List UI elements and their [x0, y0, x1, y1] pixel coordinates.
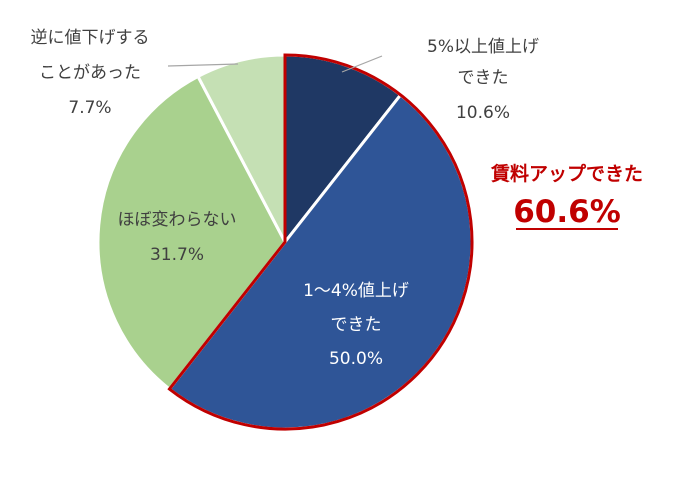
- slice-label-1-4pct-up: 1～4%値上げ できた 50.0%: [303, 281, 409, 369]
- slice-value-label: 31.7%: [150, 245, 204, 265]
- slice-value-label: 50.0%: [329, 349, 383, 369]
- callout-title: 賃料アップできた: [490, 162, 643, 185]
- pie-slices: [96, 53, 474, 431]
- leader-line-slice-0: [341, 55, 383, 73]
- slice-label-line: できた: [458, 68, 509, 88]
- slice-value-label: 7.7%: [68, 98, 111, 118]
- slice-label-5pct-up: 5%以上値上げ できた 10.6%: [427, 37, 539, 123]
- slice-value-label: 10.6%: [456, 103, 510, 123]
- slice-label-line: ほぼ変わらない: [118, 210, 237, 230]
- raised-rent-callout: 賃料アップできた 60.6%: [490, 162, 643, 230]
- leader-line-slice-3: [167, 63, 239, 67]
- leader-lines: [167, 55, 383, 73]
- callout-value: 60.6%: [513, 194, 621, 230]
- slice-label-line: 逆に値下げする: [31, 28, 150, 48]
- slice-label-line: 1～4%値上げ: [303, 281, 409, 301]
- slice-label-line: できた: [331, 315, 382, 335]
- slice-label-line: ことがあった: [39, 63, 141, 83]
- slice-label-decreased: 逆に値下げする ことがあった 7.7%: [31, 28, 150, 118]
- raised-rent-highlight-outline: [167, 53, 474, 431]
- slice-label-line: 5%以上値上げ: [427, 37, 539, 57]
- slice-label-unchanged: ほぼ変わらない 31.7%: [118, 210, 237, 265]
